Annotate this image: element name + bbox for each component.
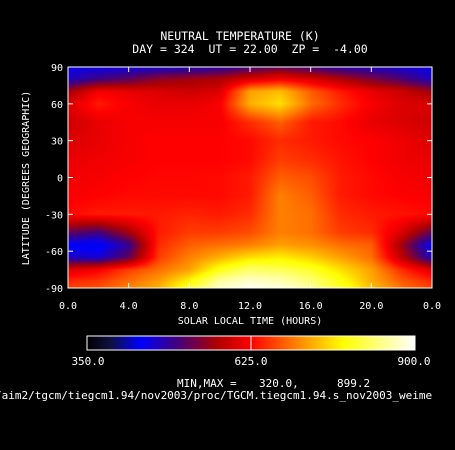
temperature-heatmap: [68, 67, 432, 288]
x-tick-label: 0.0: [59, 301, 77, 312]
heatmap-area: [67, 66, 433, 289]
x-tick-label: 4.0: [120, 301, 138, 312]
y-tick-label: 0: [57, 174, 63, 185]
y-axis-label: LATITUDE (DEGREES GEOGRAPHIC): [21, 91, 32, 266]
min-value: 320.0,: [259, 377, 299, 390]
file-path: /aim2/tgcm/tiegcm1.94/nov2003/proc/TGCM.…: [0, 389, 432, 402]
y-tick-label: 60: [51, 100, 63, 111]
y-tick-label: -90: [45, 284, 63, 295]
max-value: 899.2: [337, 377, 370, 390]
colorbar-max-label: 900.0: [397, 355, 430, 368]
chart-title: NEUTRAL TEMPERATURE (K): [160, 29, 319, 43]
x-tick-label: 8.0: [180, 301, 198, 312]
y-tick-label: -60: [45, 247, 63, 258]
chart-subtitle: DAY = 324 UT = 22.00 ZP = -4.00: [132, 42, 367, 56]
x-tick-label: 12.0: [238, 301, 262, 312]
colorbar-min-label: 350.0: [71, 355, 104, 368]
y-tick-label: 30: [51, 137, 63, 148]
x-tick-label: 0.0: [423, 301, 441, 312]
x-tick-label: 16.0: [299, 301, 323, 312]
colorbar-mid-label: 625.0: [234, 355, 267, 368]
y-tick-label: -30: [45, 210, 63, 221]
min-max-label: MIN,MAX =: [177, 377, 237, 390]
x-axis-label: SOLAR LOCAL TIME (HOURS): [178, 316, 323, 327]
x-tick-label: 20.0: [359, 301, 383, 312]
y-tick-label: 90: [51, 63, 63, 74]
y-axis-ticks: 90 60 30 0 -30 -60 -90: [45, 63, 432, 295]
colorbar: 350.0 625.0 900.0: [71, 335, 431, 368]
x-axis-ticks: 0.0 4.0 8.0 12.0 16.0 20.0 0.0: [59, 67, 441, 312]
